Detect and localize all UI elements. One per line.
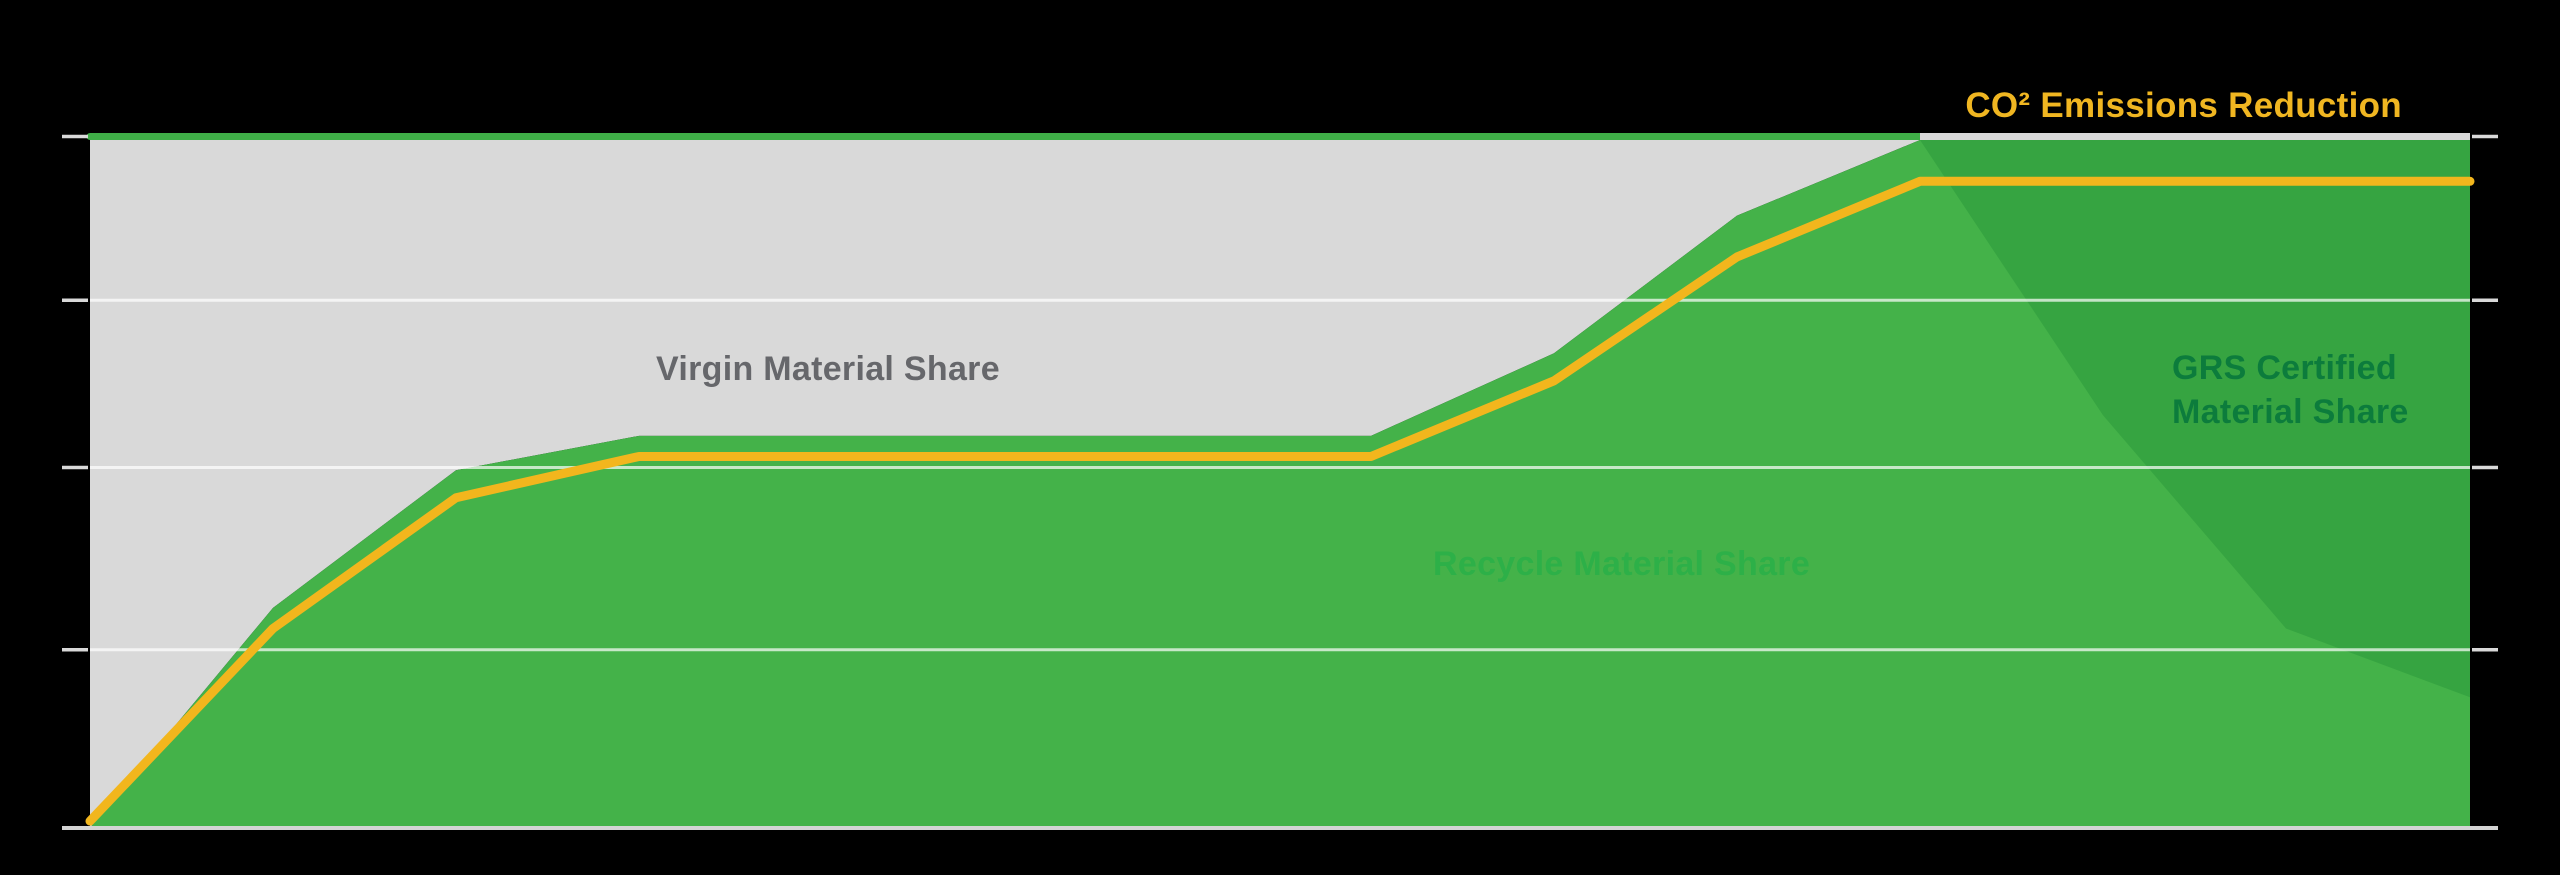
recycle-material-share-label: Recycle Material Share [1433,545,1811,583]
grs-label-line2: Material Share [2172,393,2409,431]
grs-certified-share-label: GRS Certified Material Share [2172,346,2492,434]
virgin-material-area [90,140,2470,828]
virgin-material-share-label: Virgin Material Share [656,350,1000,388]
grs-certified-area [1920,140,2470,698]
recycle-material-area [90,140,2470,828]
co2-emissions-reduction-title: CO² Emissions Reduction [1965,86,2402,125]
co2-emissions-line [85,176,2475,826]
grs-label-line1: GRS Certified [2172,349,2397,387]
